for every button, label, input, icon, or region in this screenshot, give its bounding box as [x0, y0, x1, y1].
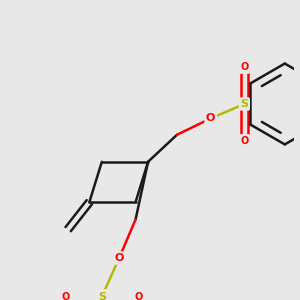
Text: O: O [115, 253, 124, 263]
Text: S: S [98, 292, 106, 300]
Text: O: O [240, 62, 248, 72]
Text: O: O [240, 136, 248, 146]
Text: O: O [206, 113, 215, 123]
Text: S: S [240, 99, 248, 109]
Text: O: O [61, 292, 69, 300]
Text: O: O [134, 292, 142, 300]
